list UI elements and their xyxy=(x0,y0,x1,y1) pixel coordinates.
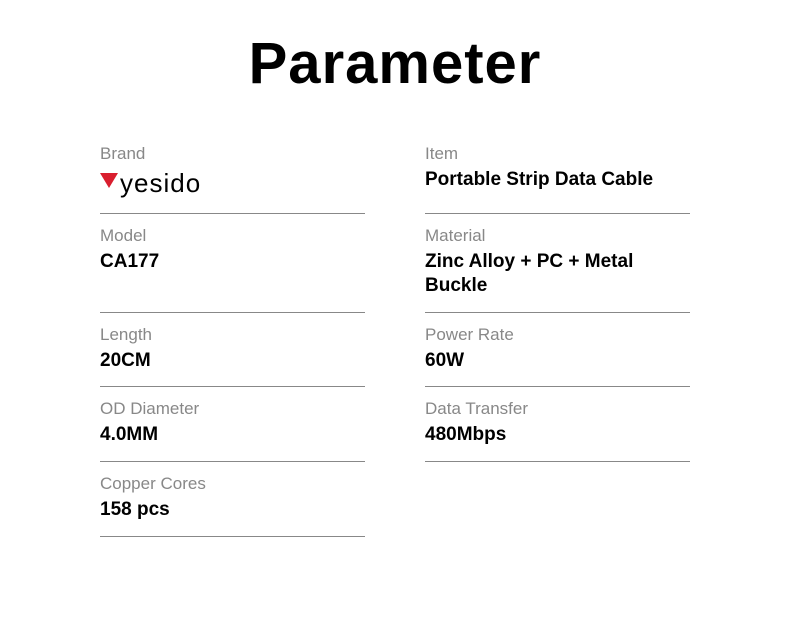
spec-value: 4.0MM xyxy=(100,423,365,447)
spec-value: 158 pcs xyxy=(100,498,365,522)
spec-label: Power Rate xyxy=(425,325,690,345)
spec-cell-power: Power Rate 60W xyxy=(425,313,690,388)
spec-value: CA177 xyxy=(100,250,365,274)
spec-value: 60W xyxy=(425,349,690,373)
spec-label: Length xyxy=(100,325,365,345)
spec-cell-length: Length 20CM xyxy=(100,313,365,388)
brand-text: yesido xyxy=(120,168,201,199)
spec-cell-empty xyxy=(425,462,690,537)
spec-cell-model: Model CA177 xyxy=(100,214,365,313)
brand-logo: yesido xyxy=(100,168,365,199)
spec-label: OD Diameter xyxy=(100,399,365,419)
spec-label: Model xyxy=(100,226,365,246)
spec-value: 480Mbps xyxy=(425,423,690,447)
spec-cell-brand: Brand yesido xyxy=(100,132,365,214)
parameter-panel: Parameter Brand yesido Item Portable Str… xyxy=(0,0,790,537)
spec-label: Brand xyxy=(100,144,365,164)
spec-cell-cores: Copper Cores 158 pcs xyxy=(100,462,365,537)
spec-cell-transfer: Data Transfer 480Mbps xyxy=(425,387,690,462)
spec-label: Item xyxy=(425,144,690,164)
spec-value: Zinc Alloy + PC + Metal Buckle xyxy=(425,250,690,298)
spec-label: Data Transfer xyxy=(425,399,690,419)
spec-label: Material xyxy=(425,226,690,246)
spec-cell-od: OD Diameter 4.0MM xyxy=(100,387,365,462)
spec-value: 20CM xyxy=(100,349,365,373)
spec-cell-item: Item Portable Strip Data Cable xyxy=(425,132,690,214)
brand-triangle-icon xyxy=(100,173,118,194)
page-title: Parameter xyxy=(100,30,690,97)
spec-value: Portable Strip Data Cable xyxy=(425,168,690,192)
spec-grid: Brand yesido Item Portable Strip Data Ca… xyxy=(100,132,690,537)
spec-cell-material: Material Zinc Alloy + PC + Metal Buckle xyxy=(425,214,690,313)
spec-label: Copper Cores xyxy=(100,474,365,494)
